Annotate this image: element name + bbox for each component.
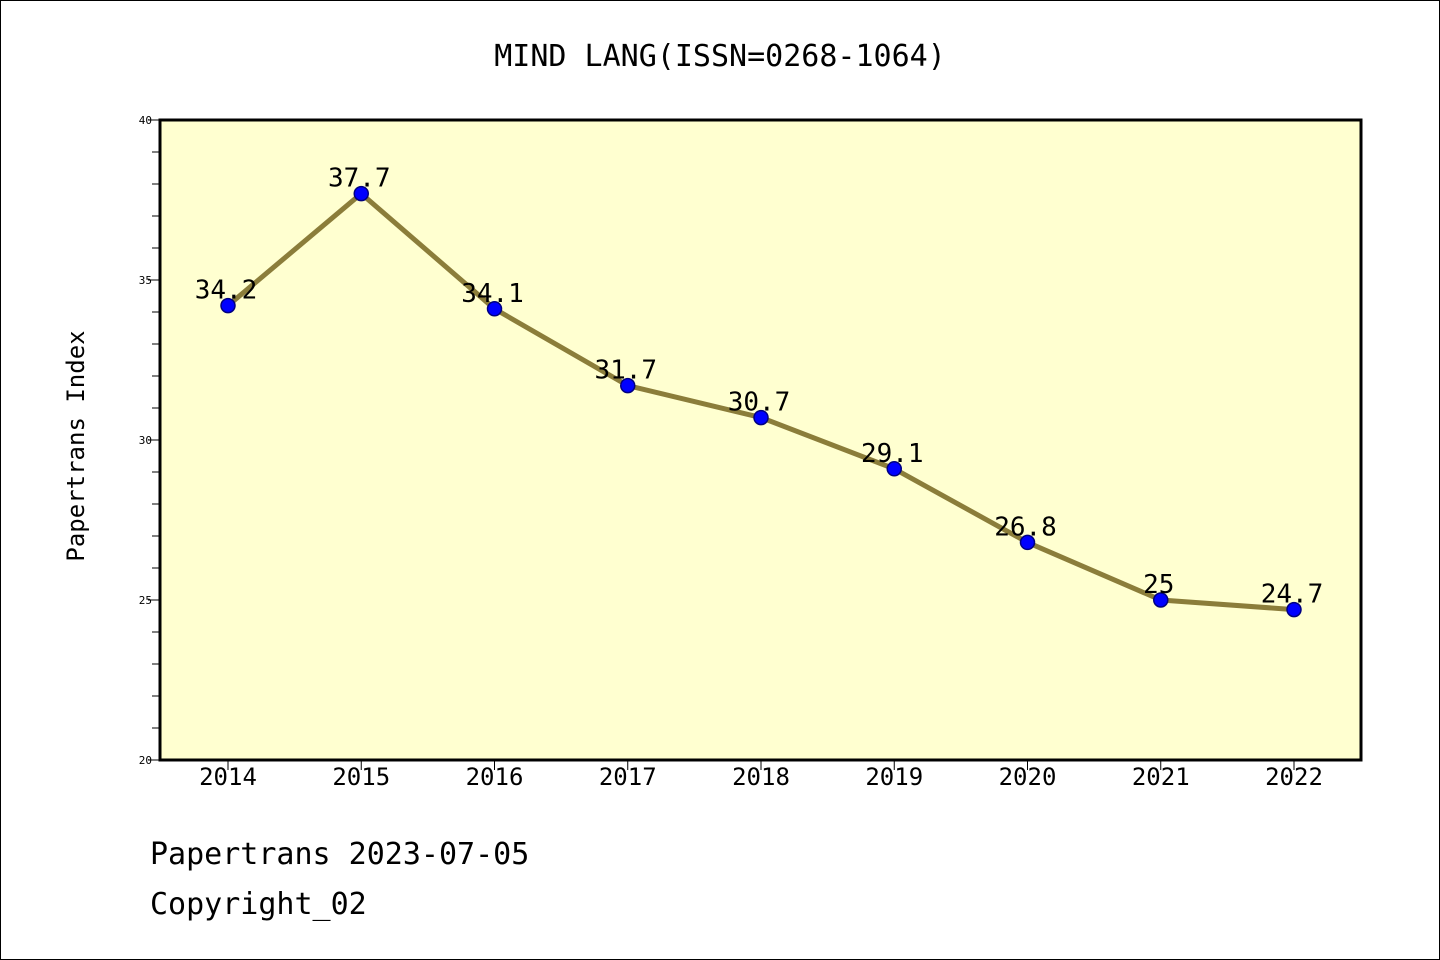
data-point (1153, 592, 1169, 608)
data-label: 29.1 (861, 439, 924, 469)
x-tick-label: 2019 (865, 763, 923, 791)
plot-area (158, 118, 1363, 762)
data-point (1286, 601, 1302, 618)
y-axis: 20 25 30 35 40 (139, 114, 160, 767)
y-tick-label: 25 (139, 594, 152, 607)
data-label: 37.7 (328, 164, 391, 194)
x-tick-label: 2014 (199, 763, 257, 791)
x-axis: 2014 2015 2016 2017 2018 2019 2020 2021 2022 (199, 760, 1323, 791)
x-tick-label: 2021 (1132, 763, 1190, 791)
chart-title: MIND LANG(ISSN=0268-1064) (494, 39, 946, 74)
series-line-group: 34.2 37.7 34.1 31.7 30.7 29.1 26.8 25 24.7 (195, 164, 1324, 618)
x-tick-label: 2018 (732, 763, 790, 791)
x-tick-label: 2016 (466, 763, 524, 791)
footer-copyright: Copyright_02 (150, 887, 367, 922)
data-label: 25 (1143, 570, 1174, 600)
y-tick-label: 30 (139, 434, 152, 447)
y-tick-label: 40 (139, 114, 152, 127)
x-tick-label: 2020 (999, 763, 1057, 791)
footer-date: Papertrans 2023-07-05 (150, 837, 529, 872)
data-label: 34.1 (461, 279, 524, 309)
data-label: 34.2 (195, 276, 258, 306)
x-tick-label: 2015 (332, 763, 390, 791)
data-point (620, 377, 636, 394)
y-axis-title: Papertrans Index (62, 330, 90, 561)
x-tick-label: 2022 (1265, 763, 1323, 791)
data-point (753, 409, 769, 426)
data-point (1019, 534, 1036, 551)
data-label: 24.7 (1261, 580, 1324, 610)
y-tick-label: 20 (139, 754, 152, 767)
data-label: 26.8 (994, 512, 1057, 542)
data-label: 30.7 (728, 388, 791, 418)
data-point (886, 461, 902, 477)
data-point (353, 185, 369, 202)
y-tick-label: 35 (139, 274, 152, 287)
data-label: 31.7 (594, 356, 657, 386)
x-tick-label: 2017 (599, 763, 657, 791)
data-point (220, 297, 236, 314)
data-point (486, 301, 503, 317)
